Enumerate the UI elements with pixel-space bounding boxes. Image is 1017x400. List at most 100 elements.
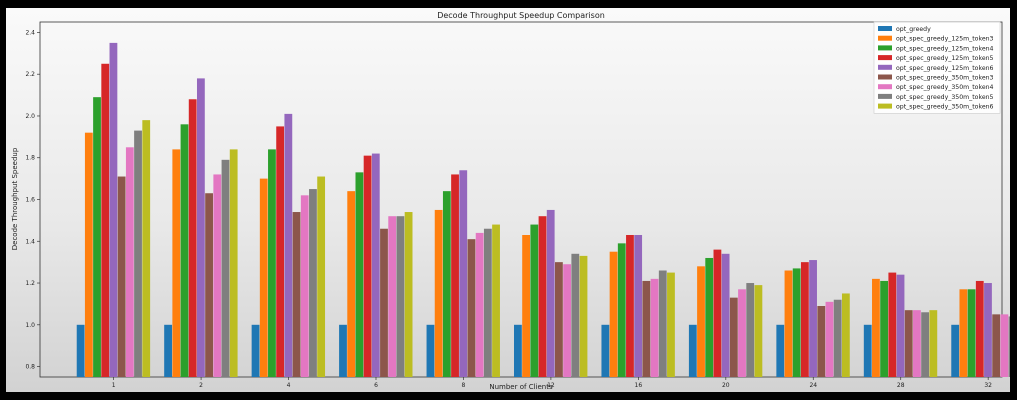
bar-opt_spec_greedy_350m_token6-4 xyxy=(317,176,326,377)
chart-frame: Decode Throughput Speedup Comparison Num… xyxy=(6,8,1010,392)
bar-opt_spec_greedy_125m_token6-2 xyxy=(196,78,205,377)
bar-opt_spec_greedy_125m_token5-32 xyxy=(975,280,984,377)
x-tick-label: 6 xyxy=(374,382,378,389)
y-tick-label: 1.2 xyxy=(25,280,35,287)
bar-opt_spec_greedy_125m_token3-28 xyxy=(872,278,880,377)
chart-title: Decode Throughput Speedup Comparison xyxy=(437,11,605,20)
bar-opt_spec_greedy_125m_token5-16 xyxy=(626,235,634,377)
x-tick-label: 16 xyxy=(635,382,643,389)
bar-opt_spec_greedy_350m_token6-28 xyxy=(929,310,938,377)
bar-opt_spec_greedy_350m_token3-32 xyxy=(992,314,1001,377)
bar-opt_spec_greedy_350m_token3-12 xyxy=(555,262,563,377)
bar-opt_greedy-32 xyxy=(951,324,960,377)
bar-opt_spec_greedy_350m_token5-4 xyxy=(309,189,317,377)
bar-opt_spec_greedy_350m_token4-16 xyxy=(650,278,659,377)
bar-opt_spec_greedy_350m_token4-4 xyxy=(300,195,309,377)
bar-opt_spec_greedy_125m_token5-8 xyxy=(451,174,459,377)
bar-opt_spec_greedy_350m_token5-2 xyxy=(221,159,230,377)
bar-opt_spec_greedy_125m_token6-4 xyxy=(284,113,293,377)
bar-opt_spec_greedy_350m_token5-24 xyxy=(833,299,842,377)
y-tick-label: 2.2 xyxy=(25,71,35,78)
bar-opt_spec_greedy_125m_token5-4 xyxy=(276,126,285,377)
legend-box xyxy=(873,21,1001,114)
bar-opt_spec_greedy_350m_token3-28 xyxy=(904,310,913,377)
x-tick-label: 1 xyxy=(112,382,116,389)
bar-opt_spec_greedy_350m_token3-16 xyxy=(642,280,651,377)
x-tick-label: 24 xyxy=(809,382,817,389)
legend-swatch xyxy=(878,64,892,70)
legend-entry: opt_spec_greedy_125m_token4 xyxy=(896,45,994,52)
bar-opt_greedy-28 xyxy=(863,324,872,377)
x-tick-label: 28 xyxy=(897,382,905,389)
y-axis: 0.8 1.0 1.2 1.4 1.6 1.8 2.0 2.2 2.4 xyxy=(25,29,40,371)
legend-swatch xyxy=(878,26,892,31)
y-tick-label: 1.6 xyxy=(25,197,35,204)
bar-opt_spec_greedy_350m_token5-28 xyxy=(921,312,930,377)
bar-opt_spec_greedy_350m_token6-20 xyxy=(754,285,763,377)
bar-opt_spec_greedy_125m_token3-12 xyxy=(522,235,531,377)
bar-opt_spec_greedy_125m_token5-12 xyxy=(538,216,547,377)
bar-opt_spec_greedy_350m_token6-2 xyxy=(229,149,238,377)
bar-opt_spec_greedy_350m_token6-8 xyxy=(492,224,500,377)
x-tick-label: 4 xyxy=(287,382,291,389)
bar-opt_greedy-20 xyxy=(688,324,697,377)
bar-opt_spec_greedy_350m_token5-6 xyxy=(396,216,405,377)
bar-opt_spec_greedy_350m_token3-24 xyxy=(817,306,826,377)
legend-swatch xyxy=(878,93,892,99)
x-tick-label: 2 xyxy=(199,382,203,389)
bar-opt_spec_greedy_350m_token5-20 xyxy=(746,283,755,377)
legend-swatch xyxy=(878,103,892,109)
bar-opt_spec_greedy_125m_token5-28 xyxy=(888,272,897,377)
y-tick-label: 1.8 xyxy=(25,155,35,162)
bar-opt_greedy-1 xyxy=(76,324,85,377)
bar-opt_spec_greedy_350m_token5-8 xyxy=(483,228,492,377)
bar-opt_greedy-24 xyxy=(776,324,785,377)
bar-opt_spec_greedy_125m_token6-8 xyxy=(459,170,468,377)
bar-opt_spec_greedy_350m_token4-8 xyxy=(475,232,484,377)
bar-opt_spec_greedy_350m_token4-6 xyxy=(388,216,397,377)
bar-opt_spec_greedy_125m_token5-2 xyxy=(188,99,197,377)
bar-opt_spec_greedy_125m_token6-16 xyxy=(634,235,643,377)
bar-opt_spec_greedy_125m_token4-12 xyxy=(530,224,539,377)
bar-opt_spec_greedy_125m_token3-8 xyxy=(434,209,443,377)
legend-swatch xyxy=(878,45,892,51)
bar-opt_spec_greedy_350m_token5-1 xyxy=(134,130,142,377)
bar-opt_spec_greedy_350m_token4-24 xyxy=(825,301,834,377)
bar-opt_spec_greedy_125m_token3-16 xyxy=(609,251,618,377)
bar-opt_spec_greedy_125m_token6-1 xyxy=(109,42,118,377)
bar-opt_spec_greedy_350m_token3-6 xyxy=(380,228,388,377)
y-axis-label: Decode Throughput Speedup xyxy=(11,147,19,250)
bar-opt_spec_greedy_125m_token5-20 xyxy=(713,249,722,377)
bar-opt_spec_greedy_125m_token3-6 xyxy=(347,191,356,377)
bar-opt_spec_greedy_125m_token4-1 xyxy=(93,97,101,378)
bar-opt_spec_greedy_125m_token3-32 xyxy=(959,289,968,377)
bar-opt_spec_greedy_125m_token4-8 xyxy=(442,191,451,377)
bar-opt_spec_greedy_350m_token4-32 xyxy=(1000,314,1009,377)
bar-opt_spec_greedy_350m_token3-1 xyxy=(117,176,126,377)
legend-swatch xyxy=(878,74,892,80)
bar-opt_spec_greedy_125m_token4-2 xyxy=(180,124,189,377)
bar-opt_greedy-4 xyxy=(251,324,260,377)
bar-opt_spec_greedy_125m_token6-28 xyxy=(896,274,905,377)
bar-opt_spec_greedy_125m_token4-28 xyxy=(880,280,889,377)
bar-opt_spec_greedy_125m_token5-6 xyxy=(363,155,372,377)
bar-opt_greedy-6 xyxy=(339,324,347,377)
bar-opt_spec_greedy_350m_token3-4 xyxy=(292,212,301,377)
x-axis-label: Number of Clients xyxy=(489,383,553,391)
bar-opt_spec_greedy_125m_token6-32 xyxy=(984,283,992,377)
legend: opt_greedy opt_spec_greedy_125m_token3opt… xyxy=(873,21,1001,114)
bar-opt_spec_greedy_350m_token5-12 xyxy=(571,253,580,377)
bar-opt_greedy-8 xyxy=(426,324,435,377)
x-axis: 1 2 4 6 8 12 16 20 24 28 32 xyxy=(112,377,992,389)
bar-opt_spec_greedy_125m_token6-20 xyxy=(721,253,730,377)
x-tick-label: 20 xyxy=(722,382,730,389)
bar-opt_spec_greedy_350m_token3-2 xyxy=(205,193,213,377)
legend-entry: opt_spec_greedy_125m_token5 xyxy=(896,55,994,62)
legend-entry: opt_spec_greedy_125m_token6 xyxy=(896,65,994,72)
bar-opt_spec_greedy_350m_token6-24 xyxy=(841,293,850,377)
bar-opt_spec_greedy_350m_token4-20 xyxy=(738,289,746,377)
x-tick-label: 32 xyxy=(984,382,992,389)
bar-opt_spec_greedy_125m_token3-20 xyxy=(697,266,705,377)
legend-entry: opt_spec_greedy_350m_token4 xyxy=(896,84,994,91)
bar-opt_spec_greedy_125m_token4-24 xyxy=(792,268,801,377)
